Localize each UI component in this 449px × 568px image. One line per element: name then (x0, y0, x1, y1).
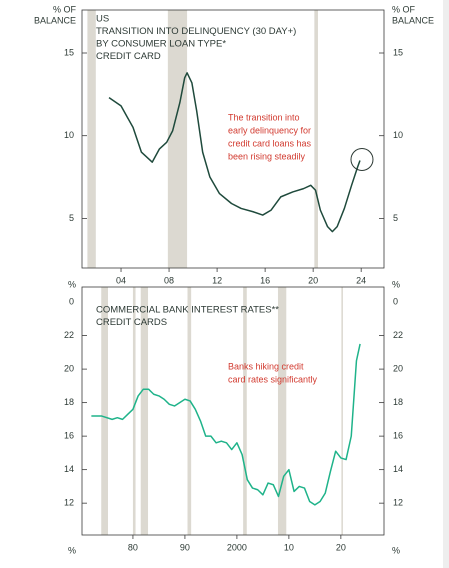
x-tick-label: 08 (164, 275, 174, 285)
y-tick-label: 5 (393, 213, 398, 223)
y-tick-label: 22 (393, 330, 403, 340)
plot-frame (81, 286, 385, 536)
plot-frame (81, 9, 385, 269)
chart-title: CREDIT CARD (96, 51, 161, 62)
x-tick-label: 10 (284, 542, 294, 552)
annotation: card rates significantly (228, 374, 318, 384)
recession-band (101, 287, 108, 535)
y-tick-label: 15 (64, 47, 74, 57)
x-tick-label: 24 (356, 275, 366, 285)
annotation: early delinquency for (228, 125, 311, 135)
chart-title: BY CONSUMER LOAN TYPE* (96, 39, 226, 50)
x-tick-label: 04 (116, 275, 126, 285)
recession-band (87, 10, 96, 268)
annotation: Banks hiking credit (228, 361, 304, 371)
x-tick-label: 20 (336, 542, 346, 552)
highlight-circle (350, 148, 374, 171)
annotation: been rising steadily (228, 151, 306, 161)
y-axis-label: % OF (53, 4, 77, 14)
recession-band (277, 287, 287, 535)
x-tick-label: 12 (212, 275, 222, 285)
y-tick-label: 10 (393, 130, 403, 140)
recession-band (132, 287, 136, 535)
y-axis-label: % (68, 545, 76, 555)
y-tick-label: 22 (64, 330, 74, 340)
y-tick-label: 12 (393, 498, 403, 508)
axis-break-label: 0 (69, 296, 74, 306)
data-line (108, 72, 361, 233)
page-edge (443, 0, 449, 568)
y-tick-label: 5 (69, 213, 74, 223)
chart-title: CREDIT CARDS (96, 317, 167, 328)
recession-band (341, 287, 343, 535)
y-tick-label: 14 (64, 464, 74, 474)
y-axis-label: % (392, 279, 400, 289)
x-tick-label: 80 (128, 542, 138, 552)
y-tick-label: 16 (393, 431, 403, 441)
x-tick-label: 2000 (227, 542, 247, 552)
y-tick-label: 20 (64, 363, 74, 373)
chart-title: US (96, 14, 109, 25)
y-tick-label: 14 (393, 464, 403, 474)
y-tick-label: 12 (64, 498, 74, 508)
y-tick-label: 15 (393, 47, 403, 57)
y-tick-label: 16 (64, 431, 74, 441)
recession-band (187, 287, 192, 535)
y-tick-label: 18 (393, 397, 403, 407)
data-line (91, 343, 361, 506)
annotation: credit card loans has (228, 138, 312, 148)
y-axis-label: % OF (392, 4, 416, 14)
annotation: The transition into (228, 112, 300, 122)
y-axis-label: BALANCE (392, 15, 434, 25)
recession-band (243, 287, 247, 535)
y-tick-label: 10 (64, 130, 74, 140)
x-tick-label: 90 (180, 542, 190, 552)
x-tick-label: 20 (308, 275, 318, 285)
y-axis-label: BALANCE (34, 15, 76, 25)
recession-band (140, 287, 149, 535)
recession-band (167, 10, 188, 268)
y-tick-label: 18 (64, 397, 74, 407)
chart-title: TRANSITION INTO DELINQUENCY (30 DAY+) (96, 26, 296, 37)
y-axis-label: % (392, 545, 400, 555)
recession-band (314, 10, 318, 268)
y-axis-label: % (68, 279, 76, 289)
y-tick-label: 20 (393, 363, 403, 373)
x-tick-label: 16 (260, 275, 270, 285)
axis-break-label: 0 (393, 296, 398, 306)
chart-title: COMMERCIAL BANK INTEREST RATES** (96, 305, 279, 316)
